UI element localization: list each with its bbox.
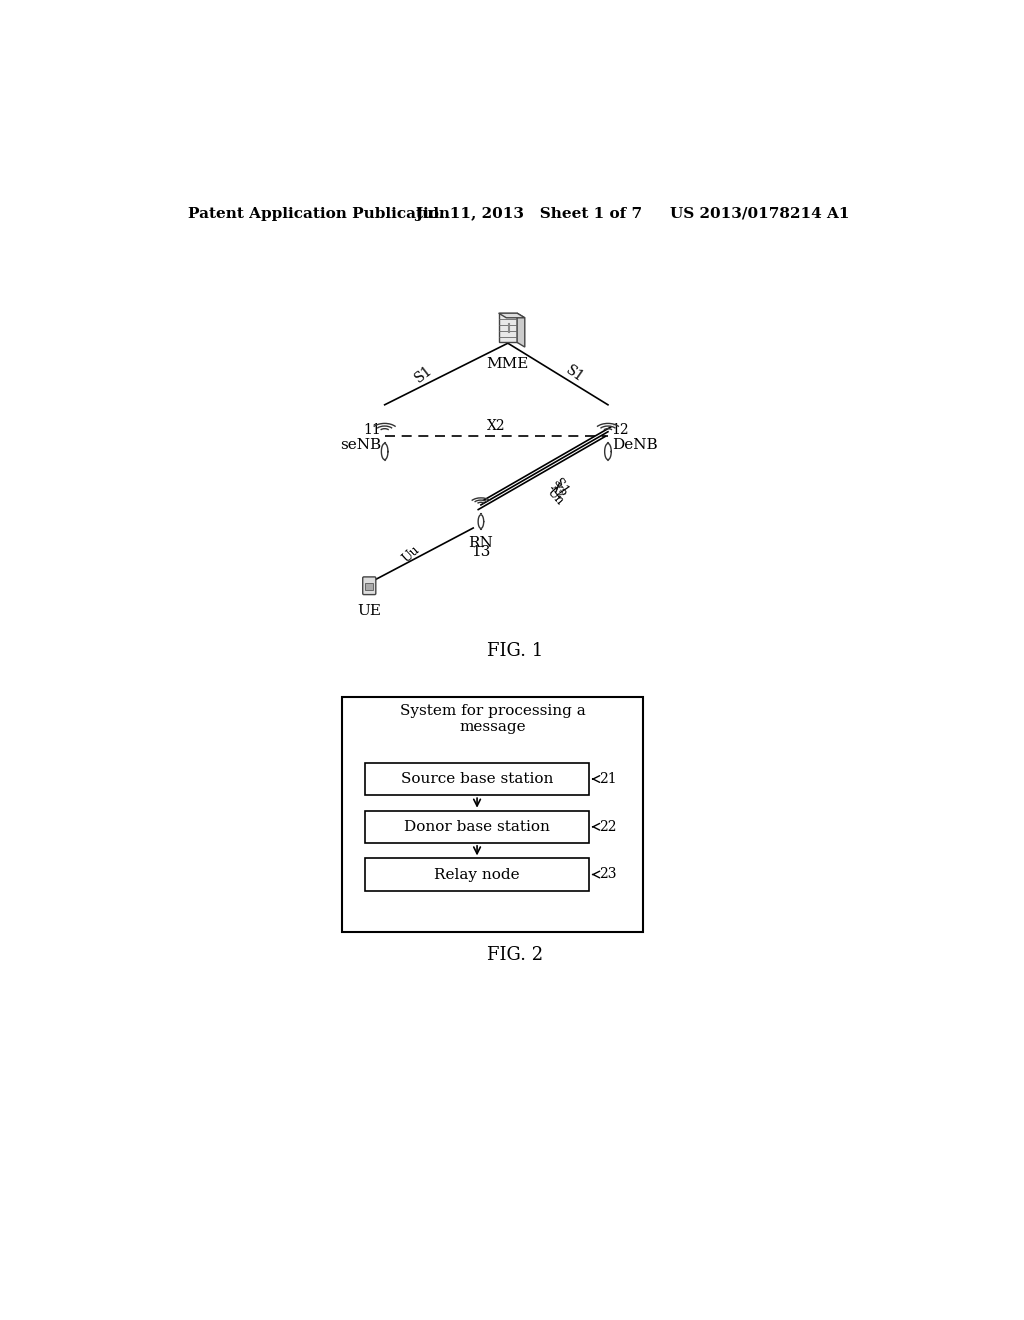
- Bar: [366, 858, 589, 891]
- Text: 12: 12: [611, 422, 630, 437]
- Bar: [366, 810, 589, 843]
- Text: 21: 21: [599, 772, 616, 785]
- Text: US 2013/0178214 A1: US 2013/0178214 A1: [670, 207, 849, 220]
- Text: Un: Un: [545, 484, 566, 507]
- Polygon shape: [478, 515, 483, 528]
- FancyBboxPatch shape: [362, 577, 376, 594]
- Text: Uu: Uu: [399, 543, 422, 565]
- Text: RN: RN: [469, 536, 494, 549]
- Polygon shape: [381, 444, 388, 459]
- Text: S1: S1: [412, 363, 435, 385]
- Text: X2: X2: [487, 420, 506, 433]
- Text: 22: 22: [599, 820, 616, 834]
- Text: FIG. 1: FIG. 1: [487, 643, 544, 660]
- Text: 23: 23: [599, 867, 616, 882]
- Text: S1: S1: [551, 477, 571, 498]
- Text: X2: X2: [548, 480, 568, 502]
- Text: DeNB: DeNB: [611, 438, 657, 451]
- Bar: [366, 763, 589, 795]
- Text: seNB: seNB: [340, 438, 381, 451]
- Text: Donor base station: Donor base station: [404, 820, 550, 834]
- Text: Patent Application Publication: Patent Application Publication: [188, 207, 451, 220]
- Polygon shape: [517, 313, 524, 347]
- Text: MME: MME: [486, 358, 529, 371]
- Bar: [366, 582, 373, 590]
- Text: System for processing a
message: System for processing a message: [399, 704, 586, 734]
- Text: Source base station: Source base station: [400, 772, 553, 785]
- Text: Jul. 11, 2013   Sheet 1 of 7: Jul. 11, 2013 Sheet 1 of 7: [416, 207, 643, 220]
- Bar: [342, 697, 643, 932]
- Text: Relay node: Relay node: [434, 867, 520, 882]
- Text: 13: 13: [471, 545, 490, 558]
- Text: UE: UE: [357, 605, 381, 618]
- Text: FIG. 2: FIG. 2: [487, 946, 544, 965]
- Polygon shape: [604, 444, 611, 459]
- Text: 11: 11: [364, 422, 381, 437]
- Polygon shape: [499, 313, 524, 318]
- Bar: [499, 313, 517, 342]
- Text: S1: S1: [563, 363, 587, 385]
